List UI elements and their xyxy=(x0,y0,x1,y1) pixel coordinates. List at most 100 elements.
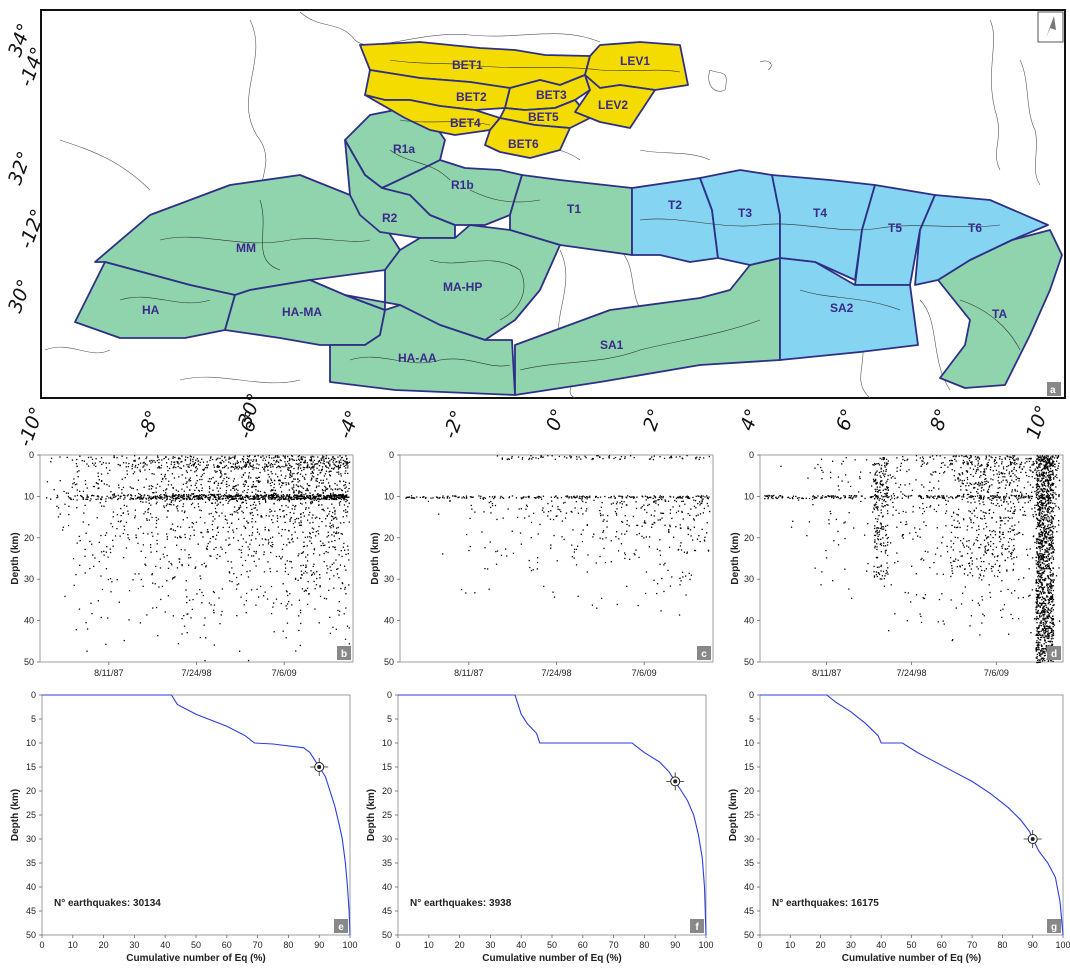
scatter-point xyxy=(692,539,694,541)
scatter-point xyxy=(928,489,930,492)
scatter-point xyxy=(1036,556,1038,559)
scatter-point xyxy=(226,519,228,521)
scatter-point xyxy=(334,496,336,498)
scatter-point xyxy=(624,557,626,560)
scatter-point xyxy=(290,516,293,519)
scatter-point xyxy=(287,482,290,484)
scatter-point xyxy=(1034,469,1036,472)
scatter-point xyxy=(178,476,180,478)
scatter-point xyxy=(1049,534,1051,536)
scatter-point xyxy=(579,495,581,498)
scatter-point xyxy=(161,459,163,461)
scatter-point xyxy=(603,519,605,521)
scatter-point xyxy=(116,579,118,581)
scatter-point xyxy=(264,591,266,593)
scatter-point xyxy=(1049,524,1051,526)
scatter-point xyxy=(124,497,126,499)
scatter-point xyxy=(699,540,701,543)
scatter-point xyxy=(68,513,70,516)
scatter-point xyxy=(321,508,323,511)
scatter-point xyxy=(1041,500,1043,502)
scatter-point xyxy=(987,542,989,544)
scatter-point xyxy=(979,465,981,467)
scatter-point xyxy=(1052,464,1054,466)
scatter-point xyxy=(236,615,238,617)
scatter-point xyxy=(270,551,272,554)
scatter-point xyxy=(332,495,335,497)
scatter-point xyxy=(276,496,278,498)
scatter-point xyxy=(1040,620,1042,622)
scatter-point xyxy=(319,498,321,500)
scatter-point xyxy=(1037,521,1039,524)
scatter-point xyxy=(80,494,82,497)
scatter-point xyxy=(185,456,187,458)
scatter-point xyxy=(119,535,121,537)
scatter-point xyxy=(891,497,893,499)
scatter-point xyxy=(189,480,192,482)
scatter-point xyxy=(275,496,277,499)
scatter-point xyxy=(246,592,248,595)
scatter-point xyxy=(604,495,606,498)
scatter-point xyxy=(183,494,185,496)
scatter-point xyxy=(182,505,184,508)
scatter-point xyxy=(1039,480,1041,483)
scatter-point xyxy=(171,473,173,475)
scatter-point xyxy=(873,534,876,536)
scatter-point xyxy=(816,497,818,499)
scatter-point xyxy=(248,475,250,477)
scatter-point xyxy=(191,522,193,524)
scatter-point xyxy=(923,510,926,513)
scatter-point xyxy=(1048,591,1050,593)
scatter-point xyxy=(151,497,153,500)
scatter-point xyxy=(686,552,688,554)
scatter-point xyxy=(342,495,344,498)
scatter-point xyxy=(1041,507,1043,509)
scatter-point xyxy=(265,501,267,503)
scatter-point xyxy=(151,516,153,519)
scatter-point xyxy=(318,482,320,484)
scatter-point xyxy=(1040,534,1042,536)
scatter-point xyxy=(872,511,874,513)
scatter-point xyxy=(1034,468,1036,470)
scatter-point xyxy=(955,460,957,462)
scatter-point xyxy=(217,465,220,467)
scatter-point xyxy=(635,507,638,510)
scatter-point xyxy=(501,458,503,460)
scatter-point xyxy=(190,464,193,467)
scatter-point xyxy=(326,498,328,500)
scatter-point xyxy=(139,470,141,473)
scatter-point xyxy=(1049,632,1052,634)
scatter-point xyxy=(226,476,228,478)
scatter-point xyxy=(850,495,853,497)
scatter-point xyxy=(166,533,168,535)
scatter-point xyxy=(971,461,973,463)
scatter-point xyxy=(207,494,210,496)
zone-label-T2: T2 xyxy=(668,198,682,212)
scatter-point xyxy=(268,496,270,499)
scatter-point xyxy=(217,457,219,459)
scatter-point xyxy=(317,494,319,496)
scatter-point xyxy=(346,515,348,517)
scatter-point xyxy=(339,501,342,503)
scatter-point xyxy=(213,464,215,466)
scatter-point xyxy=(1038,562,1040,564)
scatter-point xyxy=(617,550,620,552)
scatter-point xyxy=(198,498,200,500)
scatter-point xyxy=(660,610,662,612)
scatter-point xyxy=(328,471,330,473)
scatter-point xyxy=(272,489,274,491)
scatter-point xyxy=(257,481,260,483)
scatter-point xyxy=(323,561,325,563)
scatter-point xyxy=(1040,526,1042,528)
scatter-point xyxy=(982,501,984,503)
scatter-point xyxy=(94,462,96,464)
scatter-point xyxy=(255,460,257,462)
scatter-point xyxy=(1005,495,1007,497)
scatter-point xyxy=(329,522,331,524)
scatter-point xyxy=(193,495,196,498)
scatter-point xyxy=(166,536,168,538)
scatter-point xyxy=(338,496,340,499)
scatter-point xyxy=(218,497,220,499)
scatter-point xyxy=(1047,554,1049,556)
scatter-point xyxy=(1052,472,1054,475)
